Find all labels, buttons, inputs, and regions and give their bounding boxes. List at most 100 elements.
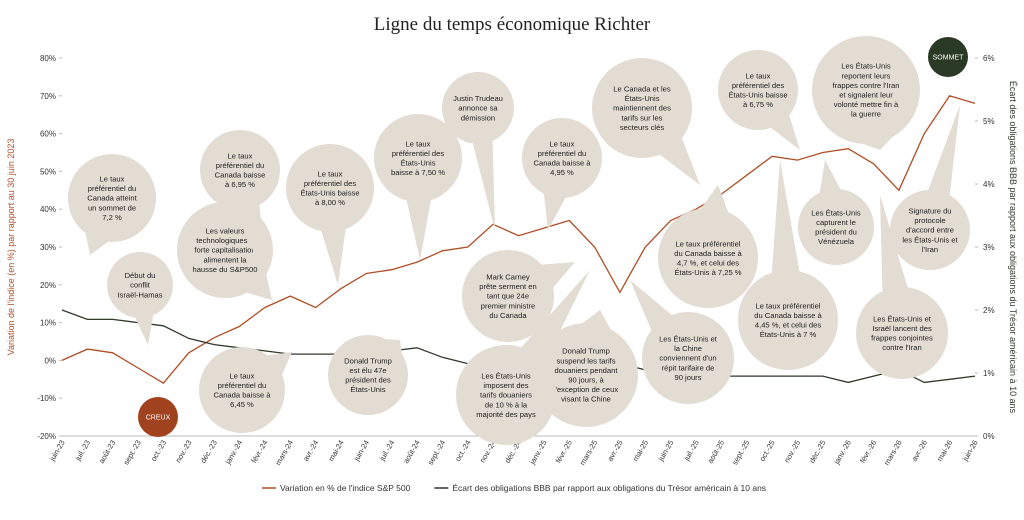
annotation-text: Justin Trudeau — [453, 94, 503, 103]
y2-tick-label: 3% — [983, 243, 995, 252]
annotation-text: Canada baisse à — [534, 159, 592, 168]
x-tick-label: nov.-25 — [782, 439, 802, 465]
annotation-text: Le taux — [100, 175, 125, 184]
x-tick-label: avr.-25 — [605, 439, 624, 463]
annotation-tail — [880, 195, 908, 292]
annotation-text: 4,95 % — [550, 168, 574, 177]
annotation-bubble — [374, 114, 462, 202]
y-tick-label: -20% — [37, 432, 56, 441]
y-tick-label: 70% — [40, 92, 56, 101]
annotation-text: l'Iran — [922, 245, 938, 254]
annotation-bubble — [812, 36, 920, 144]
annotation-text: frappes contre l'Iran — [833, 81, 900, 90]
annotation-bubble — [107, 252, 173, 318]
y-axis-title: Variation de l'indice (en %) par rapport… — [6, 139, 16, 356]
x-tick-label: janv.-24 — [223, 439, 244, 467]
annotation-text: Le taux préférentiel — [675, 239, 740, 248]
x-tick-label: mai-24 — [326, 439, 345, 463]
annotation-text: États-Unis à 7,25 % — [674, 268, 741, 277]
annotation-text: 6,45 % — [230, 400, 254, 409]
x-tick-label: sept.-23 — [121, 439, 142, 467]
marker-circle — [928, 37, 968, 77]
annotation-text: douaniers pendant — [555, 366, 619, 375]
annotation-text: Canada baisse à — [214, 391, 272, 400]
x-tick-label: janv.-26 — [832, 439, 853, 467]
annotation-text: préférentiel du — [538, 149, 587, 158]
annotation-text: la guerre — [851, 110, 881, 119]
annotation-text: États-Unis à 7 % — [760, 330, 817, 339]
annotation-text: annonce sa — [458, 104, 498, 113]
annotation-text: répit tarifaire de — [662, 363, 715, 372]
legend-label: Écart des obligations BBB par rapport au… — [452, 483, 766, 493]
annotation-text: majorité des pays — [476, 410, 536, 419]
annotation-bubble — [200, 130, 280, 210]
annotation-text: Le taux — [230, 371, 255, 380]
annotation-text: préférentiel des — [732, 81, 785, 90]
annotation-text: alimentent la — [203, 255, 247, 264]
annotation-bubble — [856, 287, 948, 379]
x-tick-label: juil.-25 — [681, 439, 700, 463]
y2-tick-label: 6% — [983, 54, 995, 63]
annotation-tail — [659, 138, 700, 185]
legend-label: Variation en % de l'indice S&P 500 — [280, 483, 411, 493]
annotation-text: du Canada baisse à — [674, 249, 742, 258]
annotation-text: États-Unis — [400, 159, 435, 168]
y2-tick-label: 2% — [983, 306, 995, 315]
y-tick-label: 80% — [40, 54, 56, 63]
annotation-text: premier ministre — [481, 301, 535, 310]
annotation-tail — [406, 200, 431, 260]
annotation-text: à 8,00 % — [315, 198, 345, 207]
x-tick-label: août-23 — [97, 439, 118, 466]
x-tick-label: avr.-24 — [301, 439, 320, 463]
y-tick-label: -10% — [37, 394, 56, 403]
annotation-text: Le Canada et les — [613, 85, 671, 94]
x-tick-label: févr.-26 — [858, 439, 878, 465]
x-tick-label: juin-26 — [960, 439, 980, 464]
annotation-text: Les États-Unis — [811, 208, 861, 217]
annotation-text: à 6,75 % — [743, 100, 773, 109]
x-tick-label: août-25 — [706, 439, 727, 466]
marker-label: SOMMET — [933, 55, 964, 62]
annotation-text: 4,7 %, et celui des — [677, 259, 739, 268]
x-tick-label: janv.-25 — [527, 439, 548, 467]
annotation-text: Le taux — [550, 139, 575, 148]
x-tick-label: oct.-25 — [758, 439, 777, 463]
x-tick-label: sept.-24 — [426, 439, 447, 467]
annotation-tail — [771, 160, 800, 273]
x-tick-label: mai-26 — [935, 439, 954, 463]
annotation-text: forte capitalisation — [194, 246, 255, 255]
x-tick-label: sept.-25 — [730, 439, 751, 467]
marker-label: CREUX — [146, 415, 171, 422]
annotation-text: technologiques à — [196, 236, 254, 245]
annotation-bubble — [328, 335, 408, 415]
annotation-bubble — [718, 50, 798, 130]
x-tick-label: mars-24 — [273, 439, 295, 467]
annotation-text: hausse du S&P500 — [192, 265, 257, 274]
annotation-tail — [630, 280, 672, 331]
x-tick-label: mars-26 — [882, 439, 904, 467]
chart-title: Ligne du temps économique Richter — [374, 14, 651, 35]
annotation-text: Donald Trump — [344, 356, 392, 365]
annotation-text: capturent le — [816, 218, 856, 227]
annotation-text: de 10 % à la — [485, 400, 528, 409]
annotation-tail — [321, 229, 346, 285]
y2-tick-label: 1% — [983, 369, 995, 378]
y-tick-label: 0% — [44, 356, 56, 365]
annotation-text: Canada atteint — [87, 194, 137, 203]
annotation-text: Les États-Unis — [481, 372, 531, 381]
y2-tick-label: 4% — [983, 180, 995, 189]
x-tick-label: déc.-23 — [199, 439, 219, 465]
x-tick-label: juil.-24 — [377, 439, 396, 463]
annotation-bubble — [442, 72, 514, 144]
annotation-text: Les valeurs — [206, 227, 245, 236]
